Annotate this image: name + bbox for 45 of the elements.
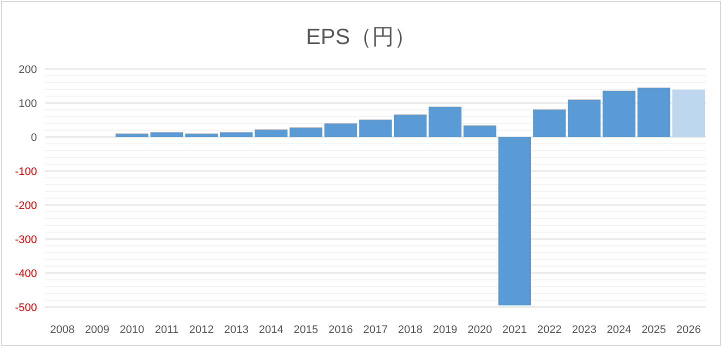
- bar: [116, 134, 148, 137]
- bar: [672, 90, 705, 137]
- x-tick-label: 2008: [50, 324, 75, 336]
- x-tick-label: 2012: [189, 324, 214, 336]
- x-tick-label: 2011: [154, 324, 179, 336]
- bar: [568, 100, 601, 137]
- x-tick-label: 2026: [676, 324, 701, 336]
- bar: [394, 114, 427, 137]
- x-tick-label: 2018: [398, 324, 423, 336]
- bar: [602, 90, 636, 137]
- bar: [428, 106, 462, 137]
- x-tick-label: 2013: [224, 324, 249, 336]
- x-tick-label: 2025: [642, 324, 666, 336]
- bar: [498, 137, 532, 306]
- y-tick-label: 100: [18, 98, 37, 110]
- x-tick-label: 2023: [572, 324, 596, 336]
- bar: [464, 125, 496, 137]
- x-tick-label: 2022: [537, 324, 562, 336]
- x-tick-label: 2024: [606, 324, 632, 336]
- bar: [185, 134, 218, 137]
- bar: [533, 109, 566, 137]
- bar: [220, 132, 253, 137]
- x-tick-label: 2021: [502, 324, 527, 336]
- x-tick-label: 2009: [84, 324, 110, 336]
- y-tick-label: -100: [14, 166, 37, 178]
- bar: [150, 132, 184, 137]
- bar: [637, 88, 670, 137]
- x-tick-label: 2020: [468, 324, 492, 336]
- y-tick-label: -300: [14, 234, 37, 246]
- bar: [254, 130, 288, 137]
- y-tick-label: -500: [14, 302, 37, 314]
- x-tick-label: 2017: [363, 324, 388, 336]
- y-tick-label: -200: [14, 200, 37, 212]
- y-tick-label: 200: [18, 64, 37, 76]
- x-tick-label: 2019: [432, 324, 458, 336]
- bar: [290, 127, 322, 137]
- chart-title: EPS（円）: [306, 24, 416, 49]
- y-tick-label: 0: [30, 132, 37, 144]
- bar: [324, 123, 358, 137]
- x-tick-label: 2016: [328, 324, 353, 336]
- x-tick-label: 2014: [258, 324, 284, 336]
- x-tick-label: 2010: [120, 324, 144, 336]
- bar: [359, 120, 392, 137]
- x-tick-label: 2015: [294, 324, 318, 336]
- y-tick-label: -400: [14, 268, 37, 280]
